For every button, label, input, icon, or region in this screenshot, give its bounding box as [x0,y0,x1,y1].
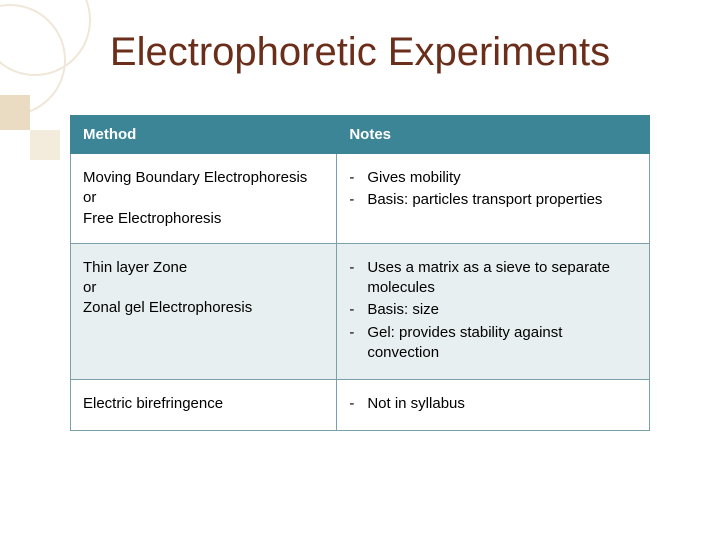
bullet-dash-icon: - [349,394,367,414]
bullet-dash-icon: - [349,300,367,320]
bullet-dash-icon: - [349,258,367,299]
methods-table: Method Notes Moving Boundary Electrophor… [70,115,650,431]
notes-cell: -Not in syllabus [337,380,650,431]
method-cell: Thin layer ZoneorZonal gel Electrophores… [71,243,337,379]
table-header-row: Method Notes [71,116,650,154]
note-bullet: -Gives mobility [349,168,637,188]
notes-cell: -Uses a matrix as a sieve to separate mo… [337,243,650,379]
column-header-notes: Notes [337,116,650,154]
method-line: or [83,278,324,298]
note-bullet: -Basis: size [349,300,637,320]
note-text: Basis: particles transport properties [367,190,637,210]
note-bullet: -Gel: provides stability against convect… [349,323,637,364]
note-text: Gel: provides stability against convecti… [367,323,637,364]
note-text: Uses a matrix as a sieve to separate mol… [367,258,637,299]
note-text: Basis: size [367,300,637,320]
bullet-dash-icon: - [349,168,367,188]
method-line: Thin layer Zone [83,258,324,278]
method-line: Moving Boundary Electrophoresis [83,168,324,188]
method-cell: Electric birefringence [71,380,337,431]
method-line: Zonal gel Electrophoresis [83,298,324,318]
method-line: Electric birefringence [83,394,324,414]
notes-cell: -Gives mobility-Basis: particles transpo… [337,154,650,244]
method-line: or [83,188,324,208]
note-bullet: -Not in syllabus [349,394,637,414]
method-cell: Moving Boundary ElectrophoresisorFree El… [71,154,337,244]
note-bullet: -Uses a matrix as a sieve to separate mo… [349,258,637,299]
column-header-method: Method [71,116,337,154]
note-bullet: -Basis: particles transport properties [349,190,637,210]
page-title: Electrophoretic Experiments [0,0,720,115]
table-row: Thin layer ZoneorZonal gel Electrophores… [71,243,650,379]
table-row: Moving Boundary ElectrophoresisorFree El… [71,154,650,244]
table-row: Electric birefringence -Not in syllabus [71,380,650,431]
note-text: Not in syllabus [367,394,637,414]
bullet-dash-icon: - [349,190,367,210]
note-text: Gives mobility [367,168,637,188]
method-line: Free Electrophoresis [83,209,324,229]
bullet-dash-icon: - [349,323,367,364]
table-container: Method Notes Moving Boundary Electrophor… [0,115,720,431]
